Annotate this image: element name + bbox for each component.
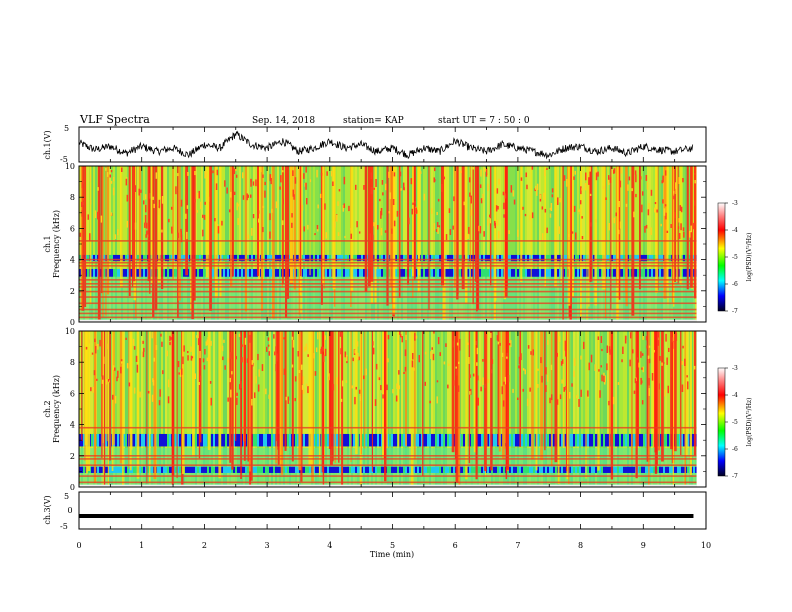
ch3-ytick-middle: 0 [67, 506, 72, 515]
ch1-colorbar-tick: -4 [732, 227, 738, 234]
ch1-waveform-line [78, 130, 694, 160]
start-time-label: start UT = 7 : 50 : 0 [438, 116, 530, 126]
station-label: station= KAP [343, 116, 404, 126]
ch2-colorbar-tick: -6 [732, 446, 738, 453]
ch1-ytick-top: 5 [64, 124, 69, 133]
ch1-spectrogram-ytick: 8 [70, 193, 75, 202]
x-tick-label: 1 [139, 541, 144, 550]
ch1-spectrogram-ytick: 6 [70, 224, 75, 233]
ch2-spectrogram-ytick: 8 [70, 358, 75, 367]
ch1-spectrogram-ylabel-frequency: Frequency (kHz) [52, 210, 61, 278]
ch2-colorbar [717, 367, 726, 477]
x-tick-label: 10 [701, 541, 711, 550]
ch2-colorbar-tick: -7 [732, 473, 738, 480]
ch2-spectrogram-image [79, 331, 706, 487]
ch2-spectrogram-ylabel-channel: ch.2 [43, 400, 52, 417]
ch2-spectrogram-ytick: 10 [65, 327, 75, 336]
ch2-spectrogram-ytick: 4 [70, 421, 75, 430]
ch3-waveform-panel: 0 5 -5 ch.3(V) [43, 491, 707, 531]
x-tick-label: 2 [202, 541, 207, 550]
x-tick-label: 0 [76, 541, 81, 550]
ch1-colorbar-tick: -7 [732, 308, 738, 315]
ch1-colorbar-tick: -6 [732, 281, 738, 288]
date-label: Sep. 14, 2018 [252, 116, 315, 126]
ch1-ytick-bottom: -5 [60, 155, 68, 164]
ch2-colorbar-tick: -5 [732, 419, 738, 426]
ch1-spectrogram-ytick: 0 [70, 318, 75, 327]
ch1-waveform-panel: 5 -5 ch.1(V) [43, 124, 707, 164]
x-tick-label: 4 [327, 541, 332, 550]
x-tick-label: 6 [453, 541, 458, 550]
ch1-spectrogram-ytick: 10 [65, 162, 75, 171]
ch2-colorbar-tick: -4 [732, 392, 738, 399]
ch2-spectrogram-ytick: 6 [70, 389, 75, 398]
ch1-colorbar-label: log(PSD)(V²/Hz) [746, 233, 753, 282]
ch1-spectrogram-image [79, 166, 706, 322]
ch3-waveform-ylabel: ch.3(V) [43, 495, 52, 524]
ch2-colorbar-label: log(PSD)(V²/Hz) [746, 398, 753, 447]
ch1-spectrogram-ytick: 2 [70, 287, 75, 296]
x-axis-label: Time (min) [370, 550, 414, 559]
ch2-spectrogram-ytick: 2 [70, 452, 75, 461]
x-tick-label: 7 [515, 541, 520, 550]
ch3-ytick-bottom: -5 [60, 522, 68, 531]
ch2-colorbar-tick: -3 [732, 365, 738, 372]
figure-title: VLF Spectra [79, 113, 150, 126]
x-tick-label: 8 [578, 541, 583, 550]
ch1-spectrogram-ytick: 4 [70, 256, 75, 265]
ch1-colorbar-tick: -3 [732, 200, 738, 207]
ch2-spectrogram-ytick: 0 [70, 483, 75, 492]
ch1-colorbar [717, 202, 726, 312]
ch1-waveform-ylabel: ch.1(V) [43, 130, 52, 159]
ch1-colorbar-tick: -5 [732, 254, 738, 261]
ch1-spectrogram-ylabel-channel: ch.1 [43, 235, 52, 252]
x-tick-label: 5 [390, 541, 395, 550]
x-tick-label: 9 [641, 541, 646, 550]
ch3-ytick-top: 5 [64, 492, 69, 501]
x-tick-label: 3 [265, 541, 270, 550]
ch2-spectrogram-ylabel-frequency: Frequency (kHz) [52, 375, 61, 443]
